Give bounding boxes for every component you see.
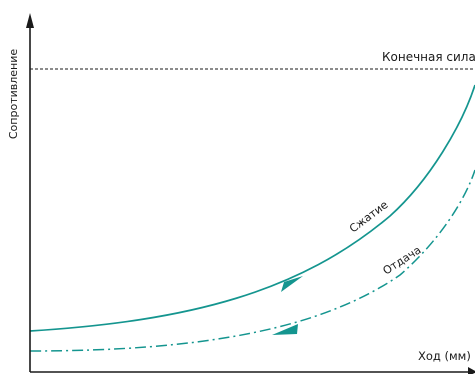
compression-direction-arrow [281, 276, 303, 292]
y-axis-label: Сопротивление [7, 49, 20, 139]
compression-label: Сжатие [347, 198, 391, 235]
y-axis-arrowhead [26, 13, 34, 28]
x-axis-arrowhead [468, 367, 475, 374]
rebound-curve [29, 169, 475, 352]
compression-curve [29, 84, 475, 332]
x-axis-label: Ход (мм) [418, 349, 471, 363]
final-force-label: Конечная сила [382, 50, 475, 64]
rebound-direction-arrow [272, 324, 298, 335]
